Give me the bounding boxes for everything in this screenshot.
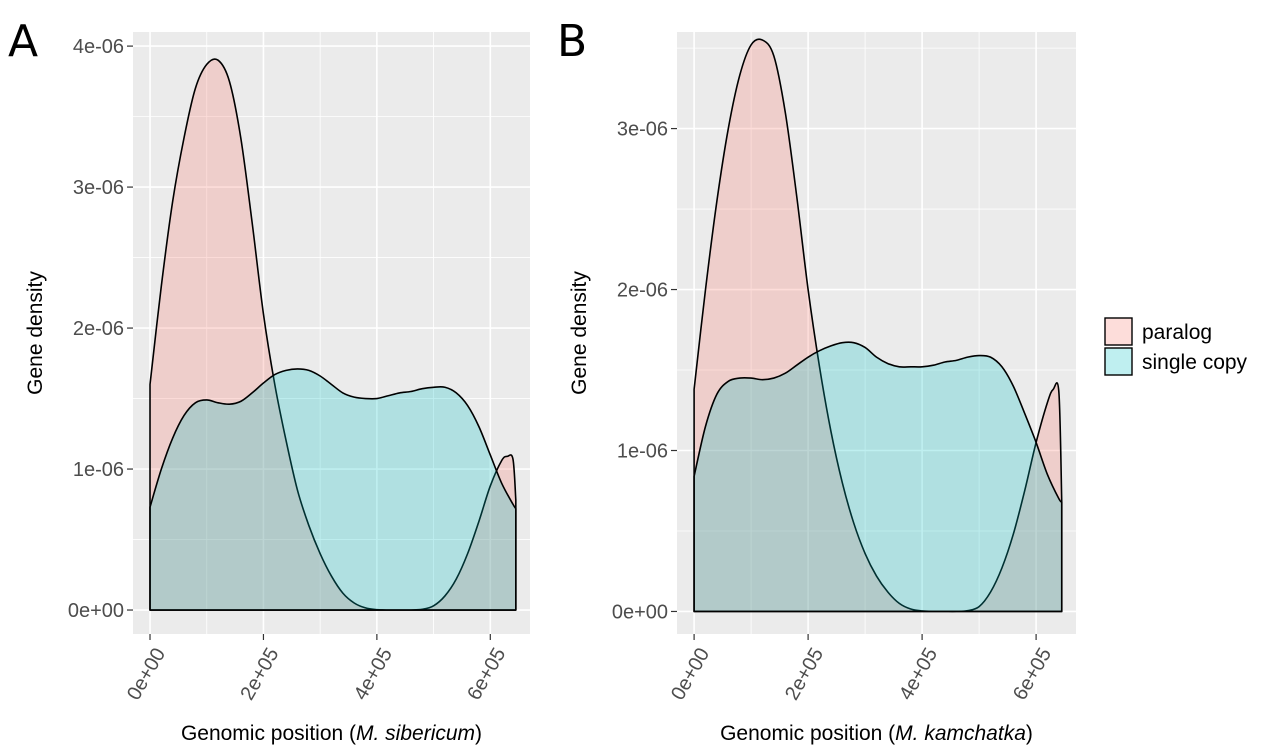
density-area-paralog — [693, 38, 1063, 613]
y-axis-title: Gene density — [568, 271, 591, 395]
chart-panel-b: 0e+00 2e+05 4e+05 6e+05 0e+00 1e-06 2e-06 3e-06… — [557, 16, 1076, 745]
x-tick-label: 4e+05 — [895, 644, 942, 704]
x-axis-title-prefix: Genomic position ( — [720, 722, 895, 745]
y-axis-title: Gene density — [24, 271, 47, 395]
y-tick-label: 3e-06 — [617, 119, 668, 141]
x-tick-label: 2e+05 — [781, 644, 828, 704]
x-axis-title-prefix: Genomic position ( — [181, 722, 356, 745]
legend-key-paralog — [1104, 317, 1133, 346]
panel-label: A — [8, 16, 38, 67]
y-tick-label: 2e-06 — [617, 280, 668, 302]
y-tick-label: 4e-06 — [73, 36, 124, 58]
chart-panel-a: 0e+00 2e+05 4e+05 6e+05 0e+00 1e-06 2e-06 3e-06… — [8, 16, 530, 745]
plot-background — [133, 32, 530, 634]
x-axis-title-species: M. sibericum — [356, 722, 475, 745]
panel-label: B — [557, 16, 587, 67]
legend: paralog single copy — [1104, 317, 1248, 376]
x-axis-title-suffix: ) — [475, 722, 482, 745]
legend-key-single-copy — [1104, 347, 1133, 376]
density-area-single-copy — [693, 341, 1063, 613]
x-tick-label: 0e+00 — [123, 644, 170, 704]
density-area-paralog — [149, 58, 517, 611]
legend-label-paralog: paralog — [1142, 321, 1212, 344]
density-area-single-copy — [149, 368, 517, 611]
x-tick-label: 6e+05 — [1009, 644, 1056, 704]
y-tick-label: 1e-06 — [617, 441, 668, 463]
x-tick-label: 6e+05 — [463, 644, 510, 704]
x-axis-title-species: M. kamchatka — [895, 722, 1026, 745]
x-axis-title-suffix: ) — [1026, 722, 1033, 745]
y-tick-label: 2e-06 — [73, 318, 124, 340]
x-axis-title: Genomic position (M. kamchatka) — [720, 722, 1033, 745]
y-tick-label: 0e+00 — [612, 601, 668, 623]
plot-background — [677, 32, 1076, 634]
x-tick-label: 0e+00 — [667, 644, 714, 704]
legend-label-single-copy: single copy — [1142, 351, 1248, 374]
x-axis-title: Genomic position (M. sibericum) — [181, 722, 482, 745]
x-tick-label: 2e+05 — [236, 644, 283, 704]
x-tick-label: 4e+05 — [350, 644, 397, 704]
y-tick-label: 0e+00 — [68, 600, 124, 622]
y-tick-label: 3e-06 — [73, 177, 124, 199]
y-tick-label: 1e-06 — [73, 459, 124, 481]
